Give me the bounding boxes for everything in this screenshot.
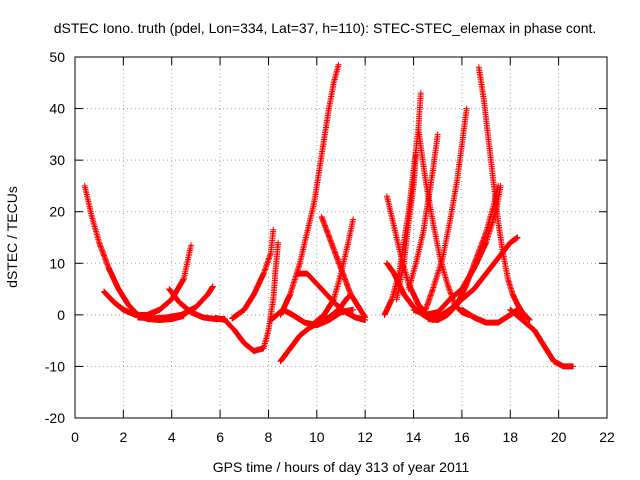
plot-frame (74, 56, 608, 419)
series-5-markers (212, 239, 282, 354)
series-20 (422, 105, 470, 313)
grid-lines (75, 57, 607, 418)
y-tick-label: -10 (45, 358, 65, 374)
series-25 (507, 306, 577, 370)
series-23 (434, 234, 521, 321)
series-5 (212, 239, 282, 354)
series-12-markers (309, 216, 357, 329)
x-axis-label: GPS time / hours of day 313 of year 2011 (213, 459, 470, 475)
series-20-markers (422, 105, 470, 313)
series-17-markers (405, 131, 441, 293)
series-10-markers (294, 270, 369, 323)
y-tick-label: 0 (57, 307, 65, 323)
x-tick-label: 0 (71, 429, 79, 445)
x-tick-label: 6 (216, 429, 224, 445)
series-6 (229, 226, 277, 322)
y-tick-labels: -20 -10 0 10 20 30 40 50 (45, 49, 65, 426)
x-tick-label: 8 (265, 429, 273, 445)
series-layer (81, 61, 577, 370)
x-tick-label: 4 (168, 429, 176, 445)
series-23-markers (434, 234, 521, 321)
x-tick-label: 20 (551, 429, 567, 445)
x-tick-labels: 0 2 4 6 8 10 12 14 16 18 20 22 (71, 429, 615, 445)
chart-title: dSTEC Iono. truth (pdel, Lon=334, Lat=37… (54, 20, 597, 36)
series-10 (294, 270, 369, 323)
y-tick-label: 10 (49, 255, 65, 271)
series-4-markers (134, 283, 216, 322)
x-tick-label: 18 (502, 429, 518, 445)
y-tick-label: 20 (49, 204, 65, 220)
x-tick-label: 12 (357, 429, 373, 445)
y-tick-label: -20 (45, 410, 65, 426)
series-16 (393, 152, 419, 303)
y-tick-label: 30 (49, 152, 65, 168)
x-tick-label: 16 (454, 429, 470, 445)
series-6-markers (229, 226, 277, 322)
y-tick-label: 40 (49, 101, 65, 117)
axis-ticks (74, 56, 608, 419)
series-17 (405, 131, 441, 293)
x-tick-label: 14 (406, 429, 422, 445)
y-tick-label: 50 (49, 49, 65, 65)
series-12 (309, 216, 357, 329)
x-tick-label: 22 (599, 429, 615, 445)
x-tick-label: 2 (119, 429, 127, 445)
y-axis-label: dSTEC / TECUs (4, 186, 20, 288)
x-tick-label: 10 (309, 429, 325, 445)
series-16-markers (393, 152, 419, 303)
series-25-markers (507, 306, 577, 370)
series-4 (134, 283, 216, 322)
